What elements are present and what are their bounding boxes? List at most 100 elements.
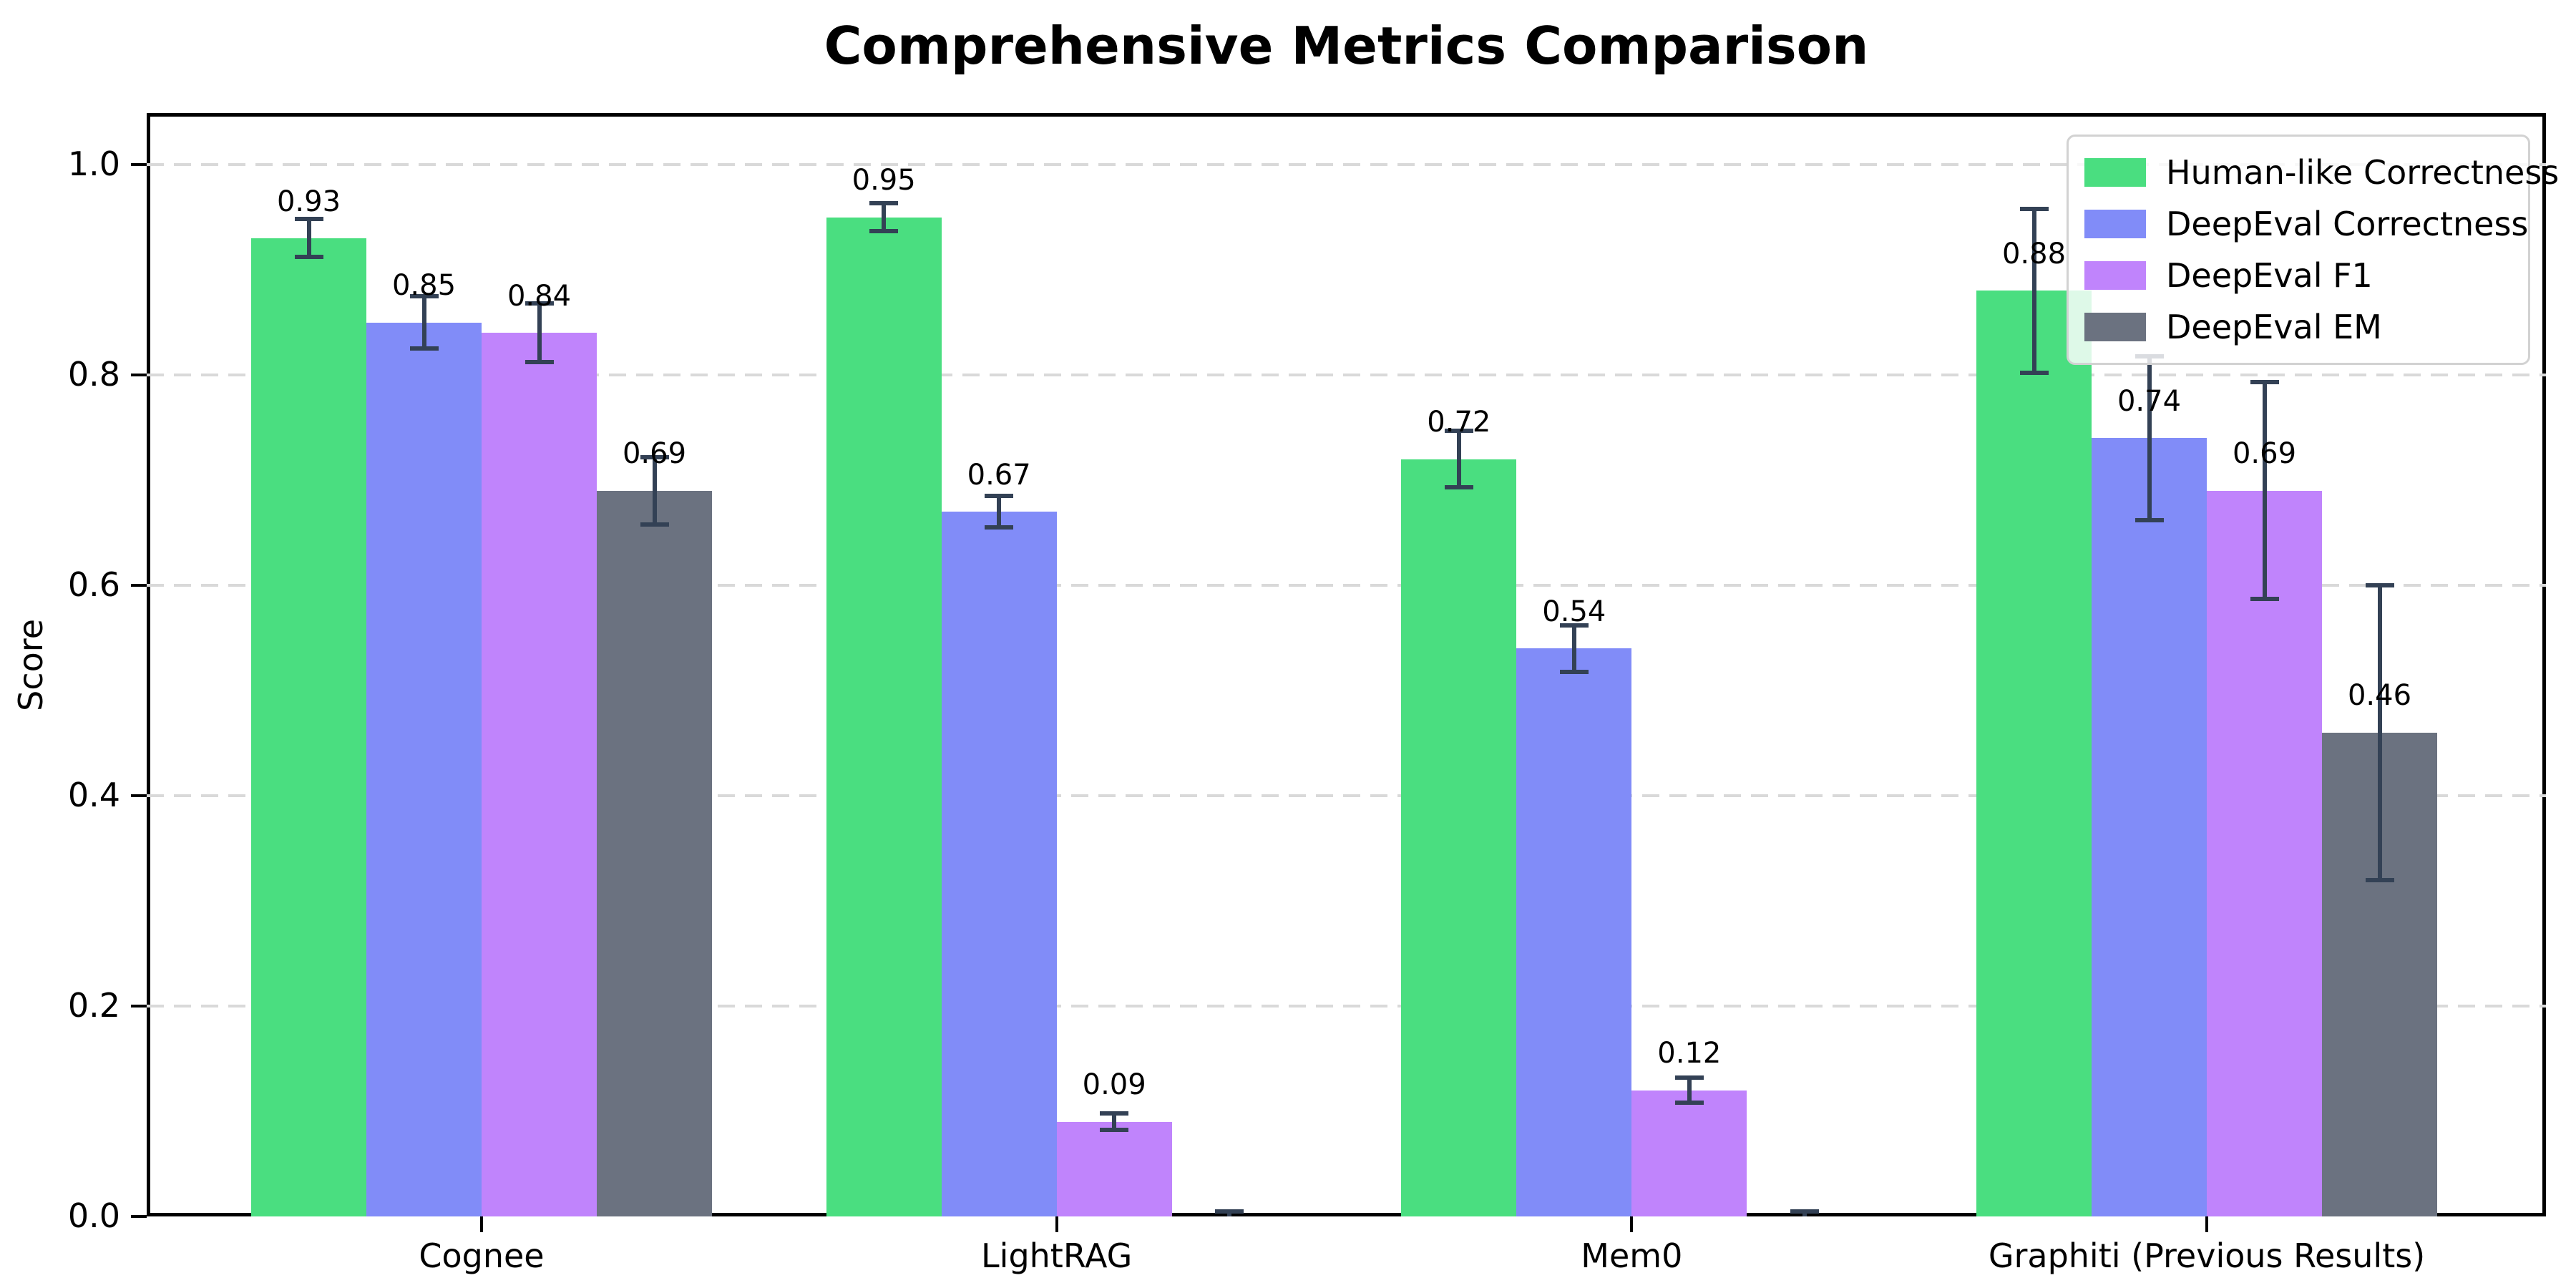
- legend-item-human-like-correctness: Human-like Correctness: [2084, 147, 2559, 198]
- legend: Human-like Correctness DeepEval Correctne…: [2067, 135, 2559, 365]
- error-bar-cap: [2250, 597, 2279, 602]
- bar-deepeval-f1: [1631, 1090, 1747, 1216]
- legend-label: DeepEval Correctness: [2166, 205, 2529, 243]
- error-bar: [1687, 1077, 1692, 1103]
- bar-value-label: 0.54: [1542, 595, 1606, 628]
- error-bar: [306, 219, 311, 258]
- error-bar-cap: [525, 360, 554, 365]
- legend-label: DeepEval F1: [2166, 256, 2373, 295]
- error-bar-cap: [1790, 1209, 1819, 1214]
- y-axis-label-wrap: Score: [6, 113, 56, 1216]
- error-bar-cap: [2250, 380, 2279, 385]
- y-tick: [131, 1005, 147, 1008]
- bar-value-label: 0.67: [967, 458, 1031, 492]
- error-bar: [1802, 1211, 1807, 1216]
- error-bar: [421, 296, 426, 349]
- bar-value-label: 0.12: [1657, 1037, 1722, 1070]
- error-bar: [537, 303, 542, 363]
- bar-value-label: 0.88: [2001, 238, 2067, 270]
- error-bar-cap: [1559, 623, 1589, 628]
- error-bar-cap: [525, 301, 554, 306]
- bar-value-label: 0.95: [852, 164, 916, 197]
- x-tick: [1055, 1216, 1058, 1232]
- error-bar-cap: [640, 522, 669, 527]
- error-bar: [1571, 625, 1576, 672]
- x-tick-label-graphiti-previous-results-: Graphiti (Previous Results): [1988, 1236, 2426, 1275]
- legend-label: Human-like Correctness: [2166, 153, 2560, 192]
- error-bar-cap: [869, 228, 899, 233]
- legend-swatch-icon: [2084, 261, 2146, 290]
- y-tick-label: 0.8: [67, 355, 120, 394]
- bar-deepeval-correctness: [366, 322, 482, 1216]
- bar-deepeval-f1: [482, 333, 597, 1216]
- gridline-0.6: [147, 584, 2546, 587]
- error-bar-cap: [2135, 517, 2164, 522]
- bar-deepeval-f1: [2207, 490, 2322, 1216]
- error-bar-cap: [2365, 877, 2394, 882]
- error-bar: [2262, 382, 2267, 600]
- y-tick-label: 0.2: [67, 986, 120, 1025]
- x-tick: [2205, 1216, 2208, 1232]
- gridline-0.4: [147, 794, 2546, 797]
- y-tick-label: 0.6: [67, 565, 120, 604]
- x-tick-label-lightrag: LightRAG: [981, 1236, 1133, 1275]
- legend-swatch-icon: [2084, 210, 2146, 238]
- error-bar-cap: [985, 525, 1014, 530]
- gridline-0.2: [147, 1005, 2546, 1008]
- x-tick: [480, 1216, 483, 1232]
- y-tick: [131, 794, 147, 797]
- error-bar: [882, 203, 887, 231]
- bar-deepeval-correctness: [1516, 648, 1632, 1216]
- gridline-0.8: [147, 374, 2546, 376]
- error-bar-cap: [1559, 669, 1589, 674]
- bar-value-label: 0.69: [622, 437, 687, 471]
- bar-value-label: 0.72: [1427, 406, 1491, 439]
- bar-deepeval-correctness: [2092, 438, 2207, 1216]
- bar-deepeval-correctness: [941, 512, 1057, 1216]
- bar-value-label: 0.85: [391, 269, 457, 303]
- error-bar-cap: [640, 454, 669, 459]
- plot-content-layer: 0.93 0.95 0.72 0.88 0.85 0.67 0.54 0.74 0.84 0.09…: [147, 113, 2546, 1216]
- error-bar: [2147, 356, 2152, 520]
- error-bar-cap: [985, 494, 1014, 499]
- legend-item-deepeval-em: DeepEval EM: [2084, 301, 2521, 353]
- error-bar-cap: [1215, 1209, 1244, 1214]
- error-bar: [997, 496, 1002, 528]
- bar-value-label: 0.93: [276, 185, 341, 218]
- error-bar-cap: [1100, 1128, 1129, 1133]
- legend-label: DeepEval EM: [2166, 308, 2382, 346]
- legend-swatch-icon: [2084, 313, 2146, 341]
- error-bar: [2377, 585, 2382, 880]
- error-bar-cap: [409, 293, 439, 298]
- legend-item-deepeval-correctness: DeepEval Correctness: [2084, 198, 2528, 250]
- error-bar: [2031, 208, 2036, 374]
- y-tick-label: 1.0: [67, 145, 120, 183]
- error-bar-cap: [294, 217, 323, 222]
- error-bar: [1227, 1211, 1232, 1216]
- error-bar-cap: [1444, 428, 1473, 433]
- error-bar: [652, 457, 657, 525]
- legend-item-deepeval-f1: DeepEval F1: [2084, 250, 2521, 301]
- y-tick-label: 0.0: [67, 1196, 120, 1235]
- y-tick: [131, 1215, 147, 1218]
- gridline-1: [147, 163, 2546, 166]
- bar-human-like-correctness: [826, 217, 942, 1216]
- error-bar: [1456, 430, 1461, 488]
- y-tick-label: 0.4: [67, 776, 120, 814]
- bar-deepeval-f1: [1056, 1121, 1172, 1216]
- bar-value-label: 0.46: [2347, 679, 2412, 713]
- legend-swatch-icon: [2084, 158, 2146, 187]
- bar-human-like-correctness: [1976, 291, 2092, 1216]
- error-bar-cap: [1674, 1075, 1704, 1080]
- error-bar-cap: [294, 255, 323, 260]
- y-axis-label: Score: [11, 618, 50, 711]
- error-bar-cap: [409, 346, 439, 351]
- x-tick-label-cognee: Cognee: [419, 1236, 545, 1275]
- y-tick: [131, 374, 147, 376]
- bar-value-label: 0.74: [2117, 384, 2182, 418]
- y-tick: [131, 584, 147, 587]
- bar-human-like-correctness: [251, 238, 366, 1216]
- error-bar-cap: [2365, 583, 2394, 587]
- error-bar-cap: [1100, 1111, 1129, 1116]
